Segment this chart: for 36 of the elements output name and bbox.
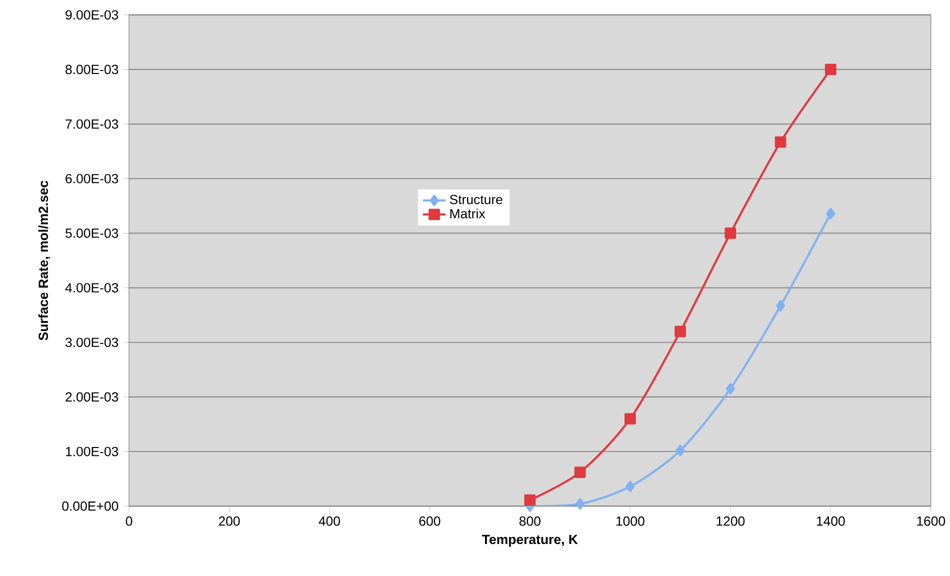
x-tick-label: 600 — [419, 516, 440, 526]
y-tick-label: 8.00E-03 — [66, 64, 118, 74]
y-tick-label: 7.00E-03 — [66, 120, 118, 129]
legend-label: Matrix — [450, 208, 486, 219]
point — [774, 136, 786, 148]
point — [524, 494, 536, 506]
x-tick-label: 200 — [218, 516, 240, 526]
x-tick-label: 1200 — [716, 516, 745, 526]
y-tick-label: 4.00E-03 — [65, 283, 118, 293]
y-tick-label: 6.00E-03 — [66, 174, 118, 184]
point — [626, 480, 635, 492]
point — [776, 300, 786, 312]
x-tick-label: 1400 — [816, 516, 845, 526]
point — [676, 444, 685, 456]
y-tick-label: 5.00E-03 — [66, 228, 118, 238]
x-tick-label: 400 — [318, 516, 340, 526]
point — [824, 64, 836, 76]
point — [674, 326, 686, 338]
y-tick-label: 1.00E-03 — [66, 447, 118, 456]
x-axis-title: Temperature, K — [482, 535, 578, 547]
x-tick-label: 1000 — [616, 516, 644, 526]
x-tick-label: 800 — [519, 516, 540, 526]
y-tick-label: 3.00E-03 — [65, 338, 118, 348]
y-tick-label: 9.00E-03 — [66, 10, 118, 20]
point — [574, 466, 586, 478]
x-tick-label: 0 — [126, 516, 132, 526]
x-tick-label: 1600 — [917, 516, 946, 526]
point — [624, 413, 636, 425]
point — [576, 498, 585, 510]
point — [726, 383, 735, 395]
point — [826, 208, 836, 220]
y-tick-label: 0.00E+00 — [62, 502, 118, 511]
y-axis-title: Surface Rate, mol/m2.sec — [38, 180, 50, 340]
y-tick-label: 2.00E-03 — [66, 392, 118, 402]
legend-label: Structure — [450, 195, 502, 204]
point — [724, 228, 736, 240]
